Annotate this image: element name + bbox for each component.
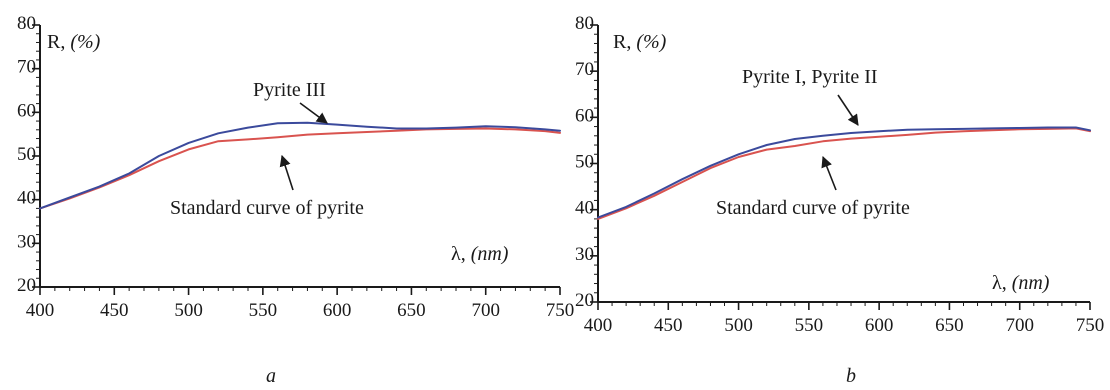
- y-tick-label-b: 30: [575, 244, 594, 265]
- axes-a: 20 30 40 50 60 70 80 400 450 500 550 600 650 700 750: [17, 13, 574, 321]
- chart-panel-b: 20 30 40 50 60 70 80 400 450 500 550 600 650 700 750 R…: [575, 13, 1104, 387]
- y-tick-label-b: 40: [575, 198, 594, 219]
- x-axis-label-a: λ, (nm): [451, 243, 509, 265]
- x-tick-label-b: 650: [935, 315, 964, 336]
- chart-panel-a: 20 30 40 50 60 70 80 400 450 500 550 600 650 700 750 R…: [17, 13, 574, 387]
- y-tick-label-a: 70: [17, 57, 36, 78]
- y-tick-label-a: 60: [17, 100, 36, 121]
- arrow-standard-curve-b: [821, 155, 837, 191]
- x-tick-label-b: 400: [584, 315, 613, 336]
- x-tick-label-a: 700: [471, 300, 500, 321]
- y-tick-label-b: 20: [575, 290, 594, 311]
- arrow-pyrite-i-ii: [837, 94, 859, 126]
- x-tick-label-b: 600: [865, 315, 894, 336]
- y-tick-label-a: 80: [17, 13, 36, 34]
- y-tick-label-b: 70: [575, 59, 594, 80]
- series-line-pyrite-iii-a: [39, 121, 561, 210]
- x-axis-label-b: λ, (nm): [992, 272, 1050, 294]
- y-axis-label-a: R, (%): [47, 31, 101, 53]
- x-tick-label-b: 500: [724, 315, 753, 336]
- y-tick-label-a: 20: [17, 275, 36, 296]
- series-line-standard-curve-of-pyrite-a: [39, 127, 561, 210]
- y-tick-label-a: 30: [17, 231, 36, 252]
- arrow-standard-curve-a: [279, 154, 294, 191]
- x-tick-label-a: 500: [174, 300, 203, 321]
- y-tick-label-b: 60: [575, 105, 594, 126]
- annotation-standard-curve-b: Standard curve of pyrite: [716, 197, 910, 219]
- x-tick-label-a: 600: [323, 300, 352, 321]
- annotation-pyrite-iii: Pyrite III: [253, 79, 326, 101]
- y-tick-label-b: 80: [575, 13, 594, 34]
- x-tick-label-b: 450: [654, 315, 683, 336]
- y-tick-label-a: 50: [17, 144, 36, 165]
- x-tick-label-b: 700: [1005, 315, 1034, 336]
- series-line-pyrite-i-pyrite-ii-b: [597, 126, 1091, 219]
- y-tick-label-a: 40: [17, 188, 36, 209]
- x-tick-label-a: 750: [546, 300, 575, 321]
- x-tick-label-a: 550: [249, 300, 278, 321]
- series-line-standard-curve-of-pyrite-b: [597, 127, 1091, 220]
- x-tick-label-a: 650: [397, 300, 426, 321]
- panel-label-a: a: [266, 365, 276, 387]
- y-tick-label-b: 50: [575, 152, 594, 173]
- arrow-pyrite-iii: [299, 102, 328, 124]
- axes-b: 20 30 40 50 60 70 80 400 450 500 550 600 650 700 750: [575, 13, 1104, 336]
- y-axis-label-b: R, (%): [613, 31, 667, 53]
- panel-label-b: b: [846, 365, 856, 387]
- x-tick-label-b: 750: [1076, 315, 1105, 336]
- annotation-pyrite-i-ii: Pyrite I, Pyrite II: [742, 66, 878, 88]
- series-group-b: [597, 126, 1091, 220]
- series-group-a: [39, 121, 561, 210]
- x-tick-label-b: 550: [795, 315, 824, 336]
- x-tick-label-a: 400: [26, 300, 55, 321]
- annotation-standard-curve-a: Standard curve of pyrite: [170, 197, 364, 219]
- x-tick-label-a: 450: [100, 300, 129, 321]
